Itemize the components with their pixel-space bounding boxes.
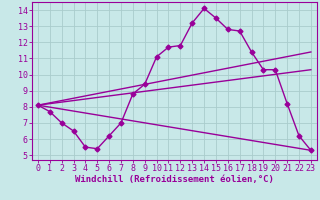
X-axis label: Windchill (Refroidissement éolien,°C): Windchill (Refroidissement éolien,°C) xyxy=(75,175,274,184)
